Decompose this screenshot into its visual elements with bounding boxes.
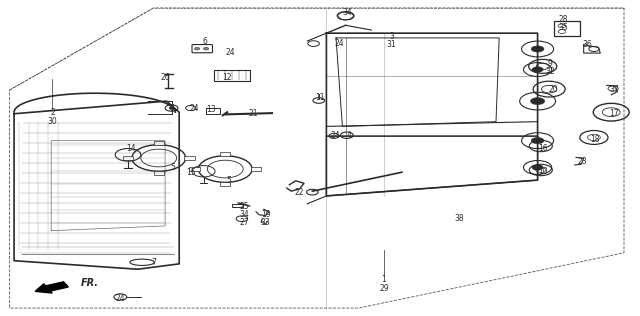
Text: 18: 18	[591, 135, 600, 143]
Text: 24: 24	[334, 39, 344, 48]
Text: 14: 14	[126, 144, 136, 153]
Bar	[154, 141, 164, 145]
Text: 38: 38	[454, 214, 465, 222]
Text: 30: 30	[47, 117, 58, 126]
Text: 36: 36	[582, 40, 593, 49]
Text: 17: 17	[609, 109, 620, 118]
Text: 28: 28	[559, 15, 568, 24]
Bar	[232, 204, 243, 207]
Text: FR.: FR.	[81, 278, 99, 289]
Text: 25: 25	[239, 202, 250, 210]
Circle shape	[204, 47, 209, 50]
Text: 35: 35	[558, 23, 568, 32]
Circle shape	[531, 137, 544, 144]
Circle shape	[531, 46, 544, 52]
Text: 24: 24	[225, 48, 236, 57]
Text: 6: 6	[202, 37, 207, 46]
Text: 5: 5	[170, 163, 175, 172]
Text: 34: 34	[239, 210, 250, 219]
FancyArrow shape	[35, 282, 68, 293]
Text: 34: 34	[342, 8, 353, 17]
Text: 37: 37	[609, 85, 620, 94]
Circle shape	[558, 30, 566, 33]
Text: 8: 8	[169, 104, 174, 112]
Bar	[220, 152, 230, 156]
Text: 27: 27	[239, 218, 250, 227]
Text: 16: 16	[538, 144, 548, 153]
Circle shape	[195, 47, 200, 50]
Bar	[189, 167, 200, 171]
Text: 13: 13	[206, 105, 216, 113]
Text: 21: 21	[248, 109, 257, 118]
Text: 31: 31	[387, 40, 397, 49]
Text: 24: 24	[189, 104, 199, 112]
Text: 20: 20	[548, 85, 559, 94]
Text: 5: 5	[227, 176, 232, 185]
Text: 9: 9	[548, 59, 553, 68]
Text: 15: 15	[186, 168, 196, 177]
Text: 4: 4	[347, 131, 352, 140]
Circle shape	[532, 165, 543, 170]
Text: 33: 33	[260, 218, 271, 227]
Bar	[206, 108, 220, 114]
Text: 26: 26	[160, 73, 170, 82]
Text: 23: 23	[577, 157, 588, 166]
Circle shape	[558, 24, 566, 28]
Bar	[251, 167, 261, 171]
Circle shape	[532, 67, 543, 72]
Bar	[220, 182, 230, 186]
Text: 11: 11	[316, 94, 324, 102]
Text: 32: 32	[545, 67, 556, 76]
Text: 22: 22	[295, 188, 304, 197]
Circle shape	[531, 98, 545, 105]
Text: 12: 12	[223, 73, 232, 82]
Circle shape	[169, 107, 174, 109]
Text: 10: 10	[538, 167, 548, 176]
Text: 24: 24	[330, 131, 340, 140]
Bar	[184, 156, 195, 160]
Text: 29: 29	[379, 284, 389, 293]
Text: 3: 3	[389, 32, 394, 41]
Bar	[154, 171, 164, 175]
Bar	[554, 21, 580, 36]
Text: 2: 2	[50, 108, 55, 117]
Text: 7: 7	[151, 258, 156, 267]
Text: 24: 24	[115, 294, 125, 303]
Text: 1: 1	[381, 275, 387, 284]
Bar	[123, 156, 133, 160]
Text: 19: 19	[260, 210, 271, 219]
Bar	[214, 70, 250, 81]
